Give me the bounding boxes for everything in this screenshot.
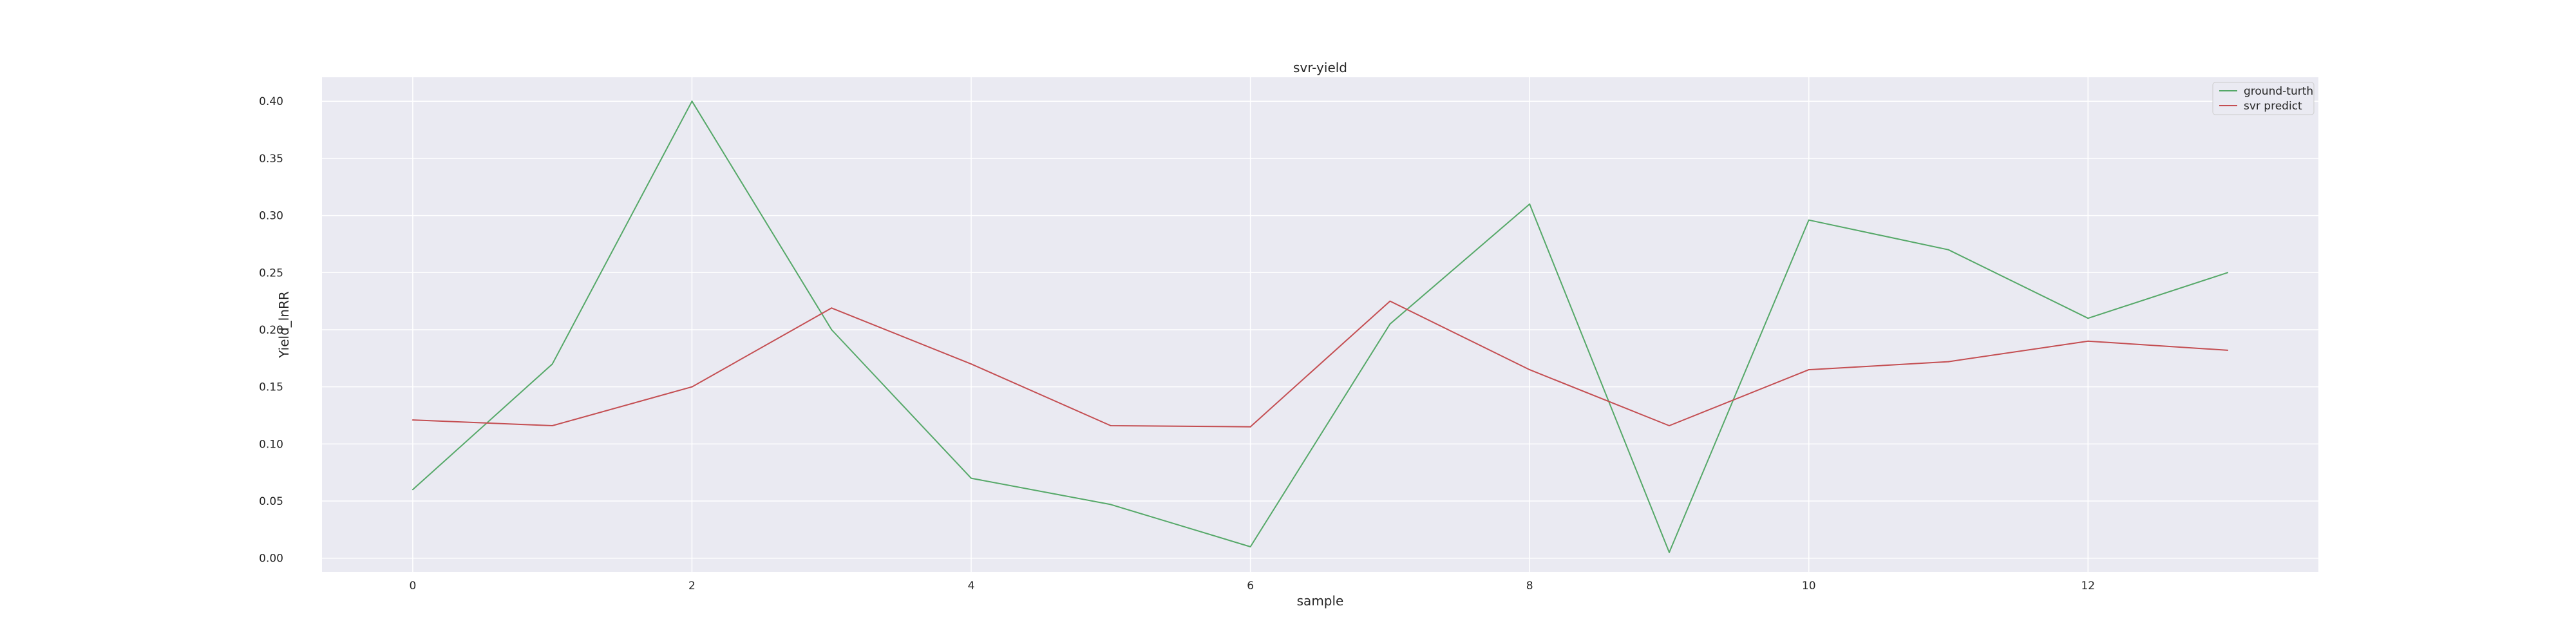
y-tick-label: 0.05 bbox=[259, 495, 283, 508]
data-point bbox=[1529, 369, 1531, 371]
grid bbox=[322, 77, 2318, 572]
data-point bbox=[971, 363, 972, 365]
data-point bbox=[1249, 545, 1251, 547]
y-tick-label: 0.15 bbox=[259, 381, 283, 394]
chart-title: svr-yield bbox=[1293, 60, 1347, 75]
series-line bbox=[412, 300, 2228, 428]
data-point bbox=[1389, 323, 1391, 325]
legend-box bbox=[2212, 82, 2315, 115]
y-axis-label: Yield_lnRR bbox=[276, 291, 292, 359]
data-point bbox=[551, 363, 553, 365]
series-2 bbox=[412, 300, 2229, 428]
data-point bbox=[1808, 369, 1810, 371]
data-point bbox=[2227, 272, 2229, 274]
x-tick-label: 6 bbox=[1247, 580, 1254, 592]
data-point bbox=[1249, 426, 1251, 428]
data-point bbox=[2087, 340, 2089, 342]
data-point bbox=[831, 307, 833, 309]
data-point bbox=[691, 100, 693, 102]
data-point bbox=[1110, 424, 1112, 426]
data-point bbox=[1947, 249, 1949, 251]
data-point bbox=[2087, 317, 2089, 319]
plot-background bbox=[322, 77, 2318, 572]
x-tick-label: 2 bbox=[688, 580, 696, 592]
data-point bbox=[1808, 219, 1810, 221]
legend: ground-turth svr predict bbox=[2212, 82, 2315, 115]
series-line bbox=[412, 100, 2228, 553]
y-tick-label: 0.30 bbox=[259, 210, 283, 223]
x-tick-label: 8 bbox=[1526, 580, 1533, 592]
data-point bbox=[2227, 349, 2229, 351]
data-point bbox=[1110, 504, 1112, 506]
y-tick-label: 0.10 bbox=[259, 438, 283, 451]
y-tick-label: 0.00 bbox=[259, 553, 283, 565]
series-layer bbox=[412, 100, 2229, 553]
data-point bbox=[412, 419, 413, 421]
legend-label: ground-turth bbox=[2244, 85, 2313, 98]
data-point bbox=[1947, 361, 1949, 363]
x-tick-label: 12 bbox=[2081, 580, 2095, 592]
x-tick-label: 4 bbox=[968, 580, 975, 592]
data-point bbox=[412, 489, 413, 491]
x-tick-label: 10 bbox=[1802, 580, 1816, 592]
y-axis-ticks: 0.00 0.05 0.10 0.15 0.20 0.25 0.30 0.35 0.40 bbox=[259, 95, 283, 565]
x-axis-ticks: 0 2 4 6 8 10 12 bbox=[409, 580, 2095, 592]
data-point bbox=[551, 424, 553, 426]
y-tick-label: 0.35 bbox=[259, 153, 283, 166]
x-axis-label: sample bbox=[1297, 593, 1344, 609]
legend-label: svr predict bbox=[2244, 100, 2302, 113]
x-tick-label: 0 bbox=[409, 580, 416, 592]
data-point bbox=[1668, 551, 1670, 553]
series-1 bbox=[412, 100, 2229, 553]
data-point bbox=[1529, 203, 1531, 205]
data-point bbox=[831, 328, 833, 330]
data-point bbox=[971, 477, 972, 479]
data-point bbox=[1668, 424, 1670, 426]
y-tick-label: 0.20 bbox=[259, 324, 283, 337]
data-point bbox=[1389, 300, 1391, 302]
data-point bbox=[691, 386, 693, 388]
y-tick-label: 0.25 bbox=[259, 267, 283, 279]
y-tick-label: 0.40 bbox=[259, 95, 283, 108]
